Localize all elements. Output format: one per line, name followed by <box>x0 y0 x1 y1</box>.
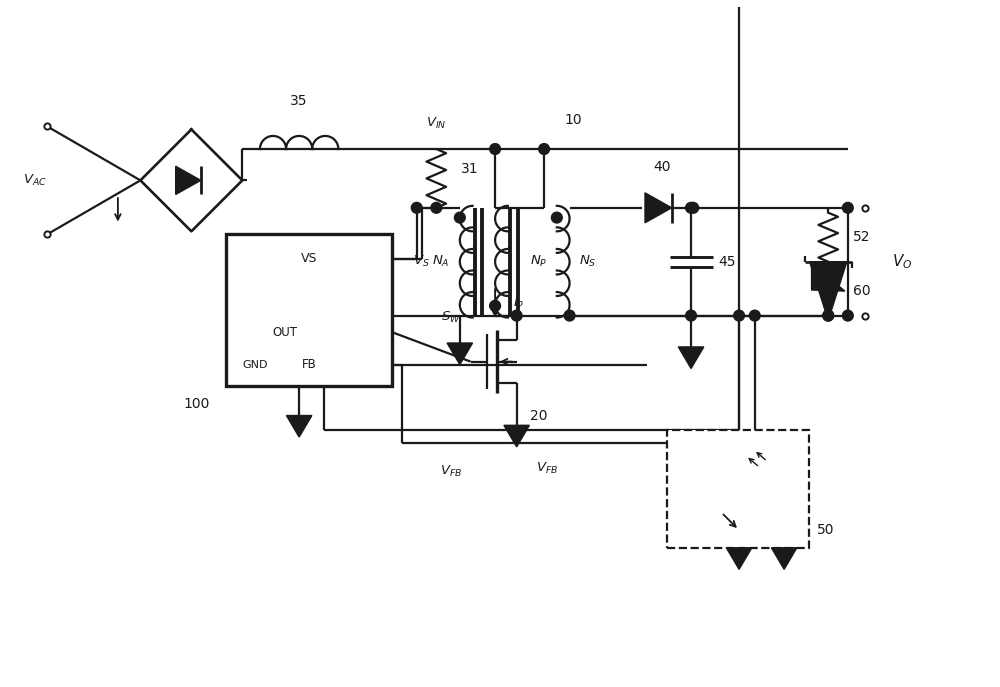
Circle shape <box>490 300 500 311</box>
Polygon shape <box>447 343 473 365</box>
Text: $N_S$: $N_S$ <box>579 254 597 269</box>
Text: $V_{IN}$: $V_{IN}$ <box>426 116 447 131</box>
Polygon shape <box>726 548 752 570</box>
Polygon shape <box>810 262 847 320</box>
Text: $V_{FB}$: $V_{FB}$ <box>440 464 462 479</box>
Text: $N_P$: $N_P$ <box>530 254 548 269</box>
Circle shape <box>454 212 465 223</box>
Polygon shape <box>755 476 784 502</box>
Polygon shape <box>771 548 797 570</box>
Circle shape <box>749 311 760 321</box>
Circle shape <box>842 311 853 321</box>
Polygon shape <box>286 416 312 437</box>
Text: 40: 40 <box>653 159 670 174</box>
FancyBboxPatch shape <box>667 430 809 548</box>
Circle shape <box>686 311 696 321</box>
Text: $I_P$: $I_P$ <box>513 296 524 311</box>
Text: $V_O$: $V_O$ <box>892 252 912 271</box>
Circle shape <box>823 311 834 321</box>
Circle shape <box>688 203 699 213</box>
Text: 100: 100 <box>183 397 209 411</box>
Text: 50: 50 <box>816 523 834 537</box>
Text: $V_S$: $V_S$ <box>413 254 430 269</box>
Circle shape <box>431 203 442 213</box>
Circle shape <box>551 212 562 223</box>
Text: 10: 10 <box>565 113 582 128</box>
Circle shape <box>511 311 522 321</box>
Circle shape <box>823 311 834 321</box>
Text: $V_{FB}$: $V_{FB}$ <box>536 460 559 475</box>
Circle shape <box>490 144 500 155</box>
Circle shape <box>686 203 696 213</box>
Text: FB: FB <box>302 358 316 371</box>
Text: OUT: OUT <box>272 326 297 339</box>
Circle shape <box>411 203 422 213</box>
Circle shape <box>842 203 853 213</box>
Polygon shape <box>176 166 201 194</box>
Polygon shape <box>504 425 529 447</box>
FancyBboxPatch shape <box>226 234 392 386</box>
Circle shape <box>564 311 575 321</box>
Text: 31: 31 <box>461 161 478 176</box>
Text: $V_{AC}$: $V_{AC}$ <box>23 173 47 188</box>
Text: 20: 20 <box>530 409 548 423</box>
Polygon shape <box>812 263 845 291</box>
Text: 52: 52 <box>853 230 870 244</box>
Polygon shape <box>645 193 672 223</box>
Circle shape <box>734 311 744 321</box>
Text: 35: 35 <box>290 94 308 108</box>
Text: GND: GND <box>242 359 268 370</box>
Text: 45: 45 <box>718 255 736 269</box>
Text: $N_A$: $N_A$ <box>432 254 450 269</box>
Text: VS: VS <box>301 252 317 265</box>
Polygon shape <box>678 347 704 368</box>
Text: $S_W$: $S_W$ <box>441 310 461 325</box>
Text: 60: 60 <box>853 284 870 298</box>
Circle shape <box>539 144 549 155</box>
